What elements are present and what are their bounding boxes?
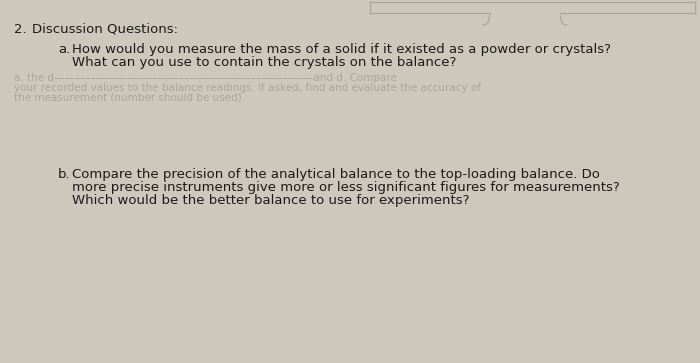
Text: a. the d—————————————————————————and d. Compare: a. the d—————————————————————————and d. …	[14, 73, 397, 83]
Text: the measurement (number should be used).: the measurement (number should be used).	[14, 93, 245, 103]
Text: Compare the precision of the analytical balance to the top-loading balance. Do: Compare the precision of the analytical …	[72, 168, 600, 181]
Text: more precise instruments give more or less significant figures for measurements?: more precise instruments give more or le…	[72, 181, 620, 194]
Text: How would you measure the mass of a solid if it existed as a powder or crystals?: How would you measure the mass of a soli…	[72, 43, 611, 56]
Text: Which would be the better balance to use for experiments?: Which would be the better balance to use…	[72, 194, 470, 207]
Text: a.: a.	[58, 43, 70, 56]
Text: 2.: 2.	[14, 23, 27, 36]
Text: Discussion Questions:: Discussion Questions:	[32, 23, 178, 36]
Text: What can you use to contain the crystals on the balance?: What can you use to contain the crystals…	[72, 56, 456, 69]
Text: your recorded values to the balance readings. If asked, find and evaluate the ac: your recorded values to the balance read…	[14, 83, 481, 93]
Text: b.: b.	[58, 168, 71, 181]
